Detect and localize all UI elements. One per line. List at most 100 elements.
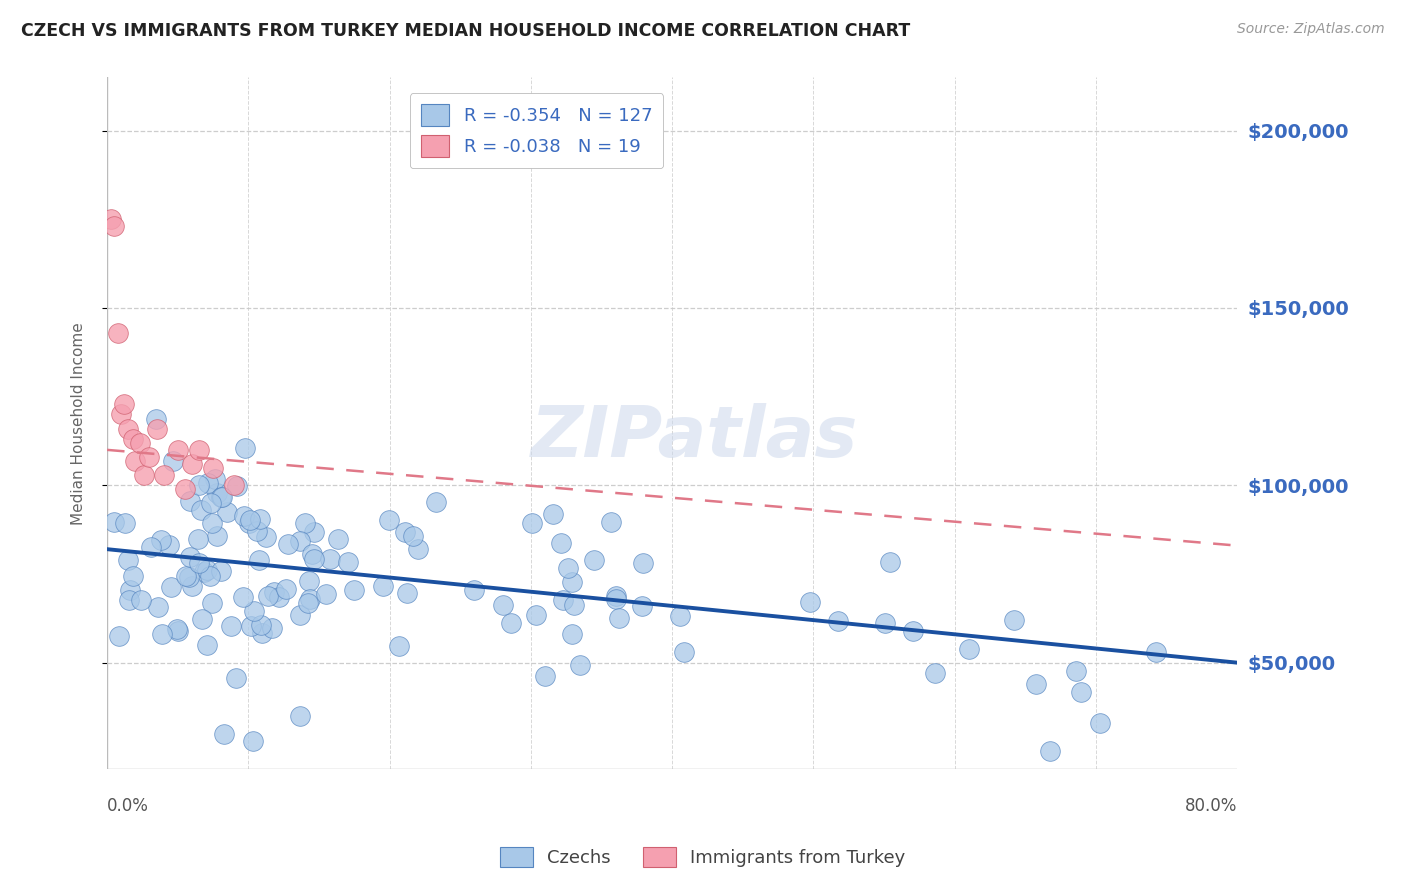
Point [298, 591, 321, 606]
Point [599, 515, 621, 529]
Point [179, 494, 201, 508]
Point [249, 511, 271, 525]
Point [145, 421, 167, 435]
Point [492, 598, 515, 612]
Point [233, 508, 256, 523]
Point [166, 442, 188, 457]
Point [560, 575, 582, 590]
Point [239, 513, 262, 527]
Point [187, 478, 209, 492]
Point [159, 580, 181, 594]
Point [277, 537, 299, 551]
Point [180, 457, 202, 471]
Point [209, 490, 232, 504]
Point [107, 326, 129, 340]
Point [631, 599, 654, 614]
Point [1004, 613, 1026, 627]
Point [118, 583, 141, 598]
Point [274, 582, 297, 596]
Point [152, 467, 174, 482]
Point [232, 590, 254, 604]
Point [557, 560, 579, 574]
Point [187, 442, 209, 457]
Point [463, 583, 485, 598]
Point [388, 639, 411, 653]
Point [395, 586, 418, 600]
Point [873, 615, 896, 630]
Point [304, 552, 326, 566]
Point [1144, 645, 1167, 659]
Point [326, 532, 349, 546]
Point [150, 533, 173, 547]
Point [1088, 716, 1111, 731]
Point [668, 609, 690, 624]
Point [221, 619, 243, 633]
Point [827, 614, 849, 628]
Point [297, 595, 319, 609]
Point [209, 564, 232, 578]
Point [1039, 744, 1062, 758]
Point [195, 638, 218, 652]
Point [195, 563, 218, 577]
Point [633, 556, 655, 570]
Point [205, 529, 228, 543]
Point [131, 593, 153, 607]
Point [224, 478, 246, 492]
Point [672, 645, 695, 659]
Point [402, 529, 425, 543]
Point [501, 615, 523, 630]
Point [201, 516, 224, 531]
Point [1070, 684, 1092, 698]
Point [260, 622, 283, 636]
Point [166, 622, 188, 636]
Point [267, 590, 290, 604]
Point [288, 533, 311, 548]
Point [103, 219, 125, 234]
Point [294, 516, 316, 530]
Point [319, 551, 342, 566]
Point [533, 669, 555, 683]
Y-axis label: Median Household Income: Median Household Income [72, 322, 86, 524]
Point [197, 475, 219, 490]
Point [198, 568, 221, 582]
Point [301, 547, 323, 561]
Point [202, 460, 225, 475]
Point [204, 472, 226, 486]
Text: Source: ZipAtlas.com: Source: ZipAtlas.com [1237, 22, 1385, 37]
Point [425, 495, 447, 509]
Point [249, 552, 271, 566]
Point [150, 627, 173, 641]
Point [226, 479, 249, 493]
Point [561, 627, 583, 641]
Point [201, 596, 224, 610]
Point [924, 665, 946, 680]
Point [406, 541, 429, 556]
Point [124, 453, 146, 467]
Point [190, 503, 212, 517]
Point [118, 593, 141, 607]
Point [112, 397, 135, 411]
Point [607, 611, 630, 625]
Point [132, 467, 155, 482]
Point [157, 537, 180, 551]
Point [371, 579, 394, 593]
Point [100, 212, 122, 227]
Text: ZIPatlas: ZIPatlas [531, 402, 859, 472]
Point [167, 624, 190, 639]
Point [605, 589, 627, 603]
Point [121, 432, 143, 446]
Point [543, 507, 565, 521]
Point [524, 608, 547, 623]
Point [108, 629, 131, 643]
Point [343, 583, 366, 598]
Point [176, 569, 198, 583]
Point [242, 733, 264, 747]
Point [1025, 677, 1047, 691]
Point [605, 592, 627, 607]
Point [193, 565, 215, 579]
Point [117, 421, 139, 435]
Point [252, 625, 274, 640]
Point [290, 608, 312, 623]
Point [1064, 664, 1087, 678]
Point [901, 624, 924, 638]
